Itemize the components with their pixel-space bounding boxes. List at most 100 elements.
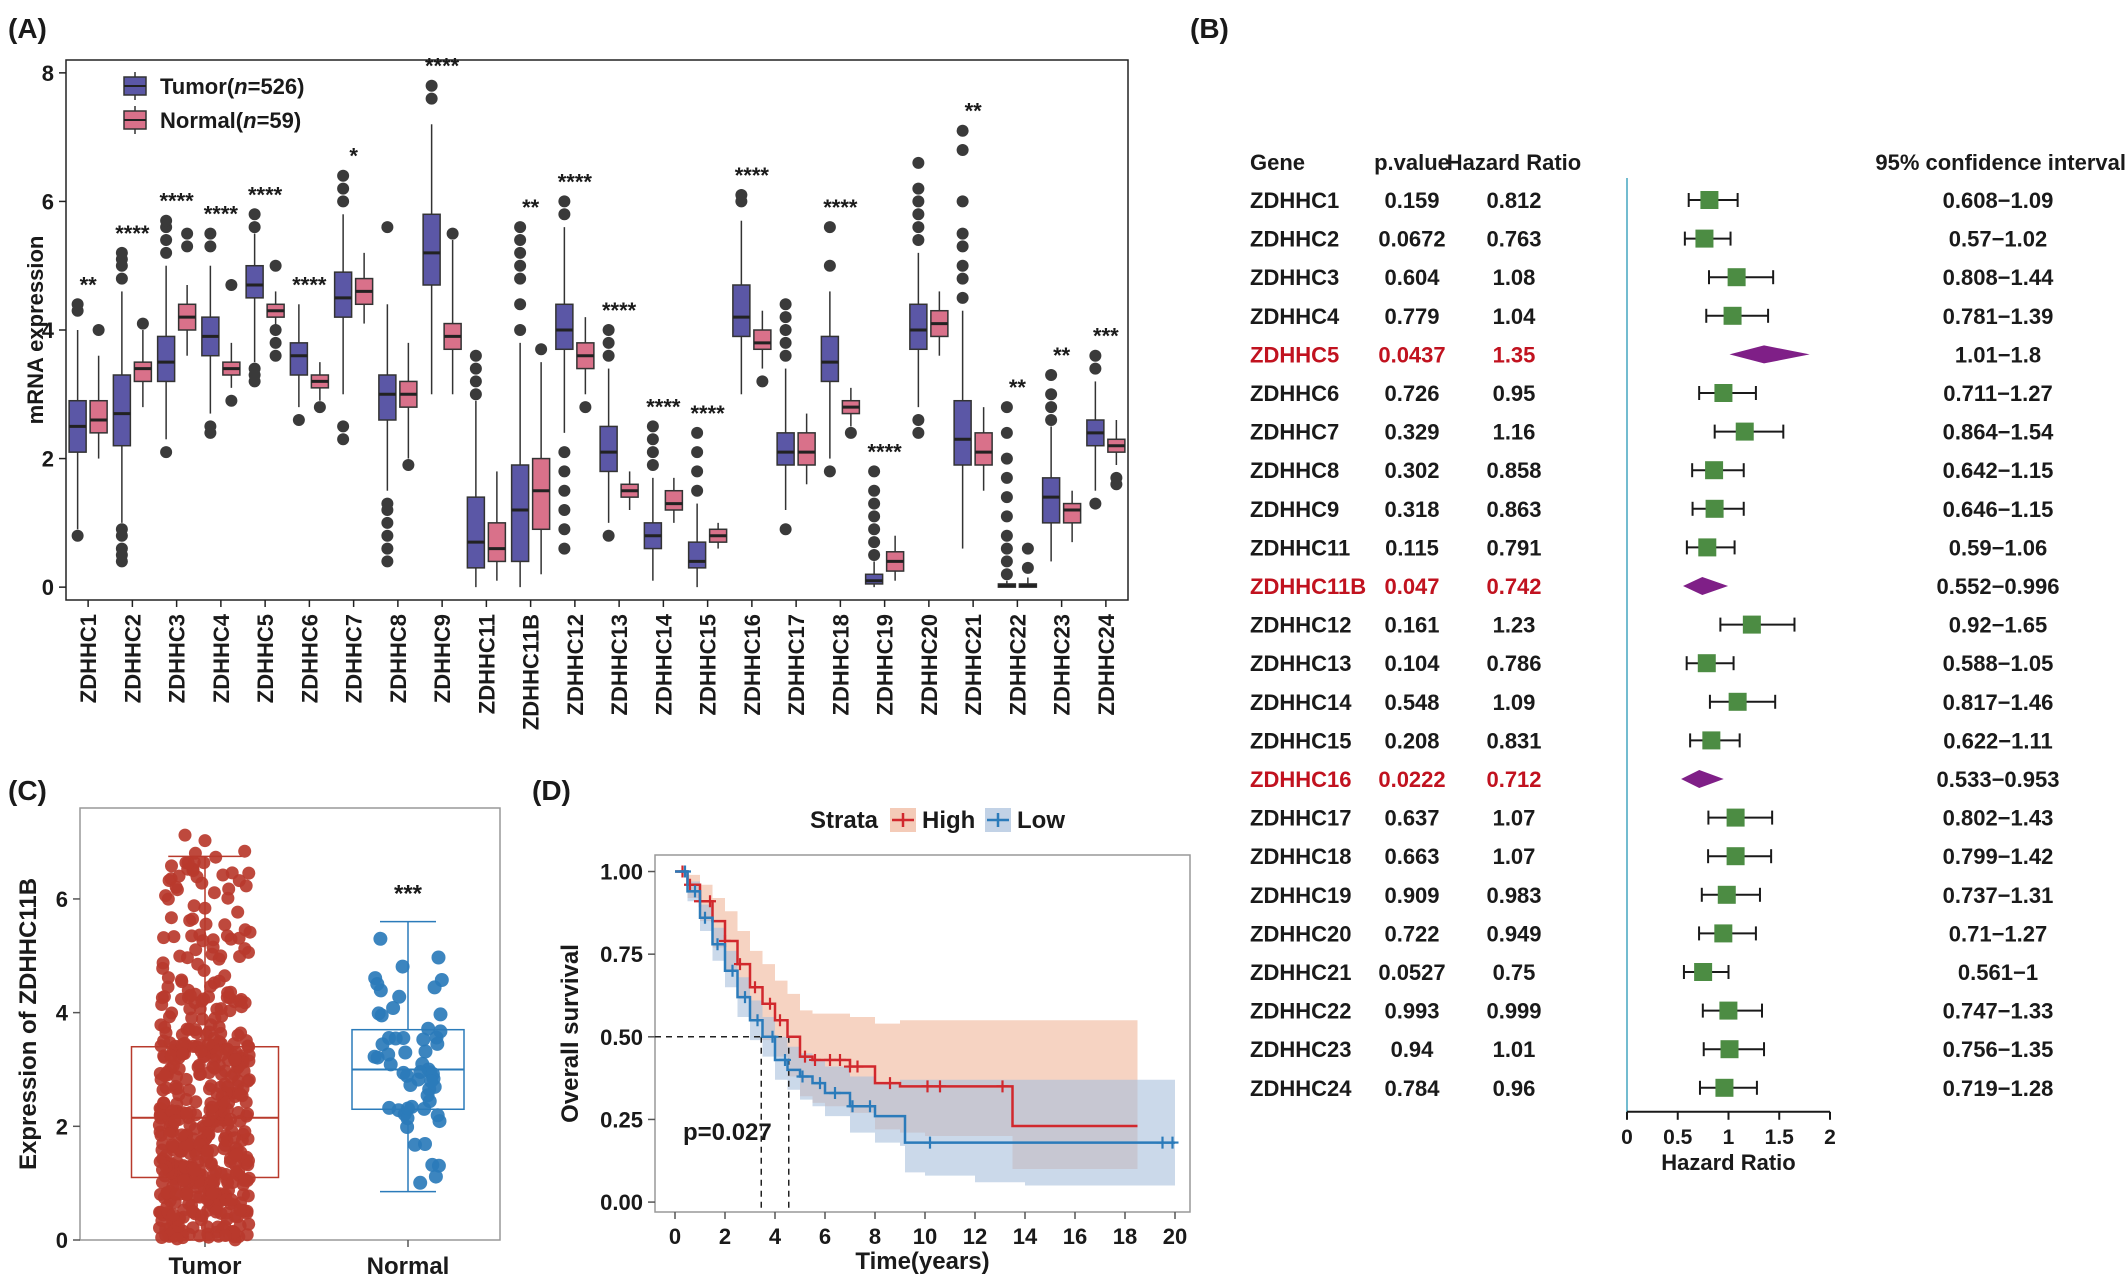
data-point xyxy=(192,1058,206,1072)
significance-label: *** xyxy=(394,881,423,908)
data-point xyxy=(373,983,388,998)
legend-paren-open: ( xyxy=(227,74,235,99)
data-point xyxy=(175,973,188,987)
data-point xyxy=(172,1088,186,1102)
forest-row-zdhhc2: ZDHHC2 0.0672 0.763 0.57−1.02 xyxy=(1250,227,2047,252)
y-tick-label: 2 xyxy=(42,447,54,472)
outlier-tumor xyxy=(956,259,969,272)
box-zdhhc11b-normal xyxy=(531,457,551,531)
box-zdhhc5-tumor xyxy=(245,264,264,299)
hr-point xyxy=(1714,384,1733,402)
data-point xyxy=(215,1009,229,1023)
pvalue-label: 0.548 xyxy=(1384,690,1439,715)
hr-point xyxy=(1700,191,1719,209)
x-label-zdhhc5: ZDHHC5 xyxy=(253,614,278,703)
y-tick-label: 6 xyxy=(42,189,54,214)
data-point xyxy=(166,1208,180,1222)
pvalue-label: 0.208 xyxy=(1384,728,1439,753)
y-tick-label: 0.50 xyxy=(600,1025,643,1050)
x-tick-label: 12 xyxy=(963,1224,987,1249)
outlier-tumor xyxy=(956,240,969,253)
gene-label: ZDHHC24 xyxy=(1250,1076,1352,1101)
outlier-tumor xyxy=(514,246,527,259)
censor-mark-high xyxy=(734,958,746,971)
outlier-tumor xyxy=(868,549,881,561)
data-point xyxy=(195,1209,209,1223)
hr-label: 0.742 xyxy=(1486,574,1541,599)
hr-point xyxy=(1726,808,1745,827)
ci-label: 0.646−1.15 xyxy=(1943,497,2054,522)
outlier-tumor xyxy=(1089,362,1102,375)
data-point xyxy=(218,969,232,983)
censor-mark-low xyxy=(726,964,739,977)
outlier-normal xyxy=(225,279,238,291)
outlier-tumor xyxy=(381,221,394,234)
hr-point xyxy=(1719,1001,1738,1020)
outlier-tumor xyxy=(735,189,748,201)
hr-label: 0.791 xyxy=(1486,535,1541,560)
data-point xyxy=(227,1037,241,1051)
outlier-tumor xyxy=(691,465,704,478)
data-point xyxy=(170,1232,184,1246)
gene-label: ZDHHC4 xyxy=(1250,304,1340,329)
gene-label: ZDHHC19 xyxy=(1250,883,1351,908)
outlier-tumor xyxy=(868,484,881,497)
data-point xyxy=(155,1231,169,1244)
outlier-tumor xyxy=(337,169,350,182)
panel-d-survival-plot: 0.00 0.25 0.50 0.75 1.00 0 2 4 6 8 10 12 14 16 18 20 Tim… xyxy=(557,807,1191,1275)
forest-row-zdhhc17: ZDHHC17 0.637 1.07 0.802−1.43 xyxy=(1250,806,2053,831)
panel-d-frame xyxy=(654,854,1191,1213)
outlier-normal xyxy=(1021,542,1034,555)
box-zdhhc23-tumor xyxy=(1041,477,1061,524)
data-point xyxy=(197,856,211,870)
outlier-tumor xyxy=(425,79,438,92)
outlier-tumor xyxy=(514,234,527,246)
data-point xyxy=(218,1229,232,1242)
outlier-tumor xyxy=(1000,555,1013,568)
legend-key-mark xyxy=(892,813,914,827)
forest-row-zdhhc23: ZDHHC23 0.94 1.01 0.756−1.35 xyxy=(1250,1037,2053,1062)
box-zdhhc11-normal xyxy=(487,522,507,563)
censor-mark-low xyxy=(689,885,701,898)
outlier-normal xyxy=(269,336,282,349)
hr-label: 1.07 xyxy=(1493,844,1536,869)
pvalue-label: 0.779 xyxy=(1384,304,1439,329)
hr-point xyxy=(1715,1078,1734,1097)
outlier-tumor xyxy=(1045,414,1058,426)
outlier-tumor xyxy=(248,362,261,375)
x-tick-label: 0 xyxy=(1621,1126,1633,1149)
y-tick-label: 2 xyxy=(56,1114,68,1139)
data-point xyxy=(181,856,195,870)
outlier-tumor xyxy=(1000,452,1013,465)
data-point xyxy=(211,1119,225,1133)
censor-mark-high xyxy=(799,1050,811,1063)
outlier-tumor xyxy=(115,246,128,259)
data-point xyxy=(238,942,252,956)
outlier-tumor xyxy=(115,542,128,555)
x-label-zdhhc24: ZDHHC24 xyxy=(1094,613,1119,715)
outlier-tumor xyxy=(602,336,615,349)
box-zdhhc11b-tumor xyxy=(510,464,530,563)
x-label-zdhhc16: ZDHHC16 xyxy=(740,614,765,715)
outlier-tumor xyxy=(337,182,350,195)
significance-label: **** xyxy=(160,189,195,214)
hr-label: 1.04 xyxy=(1493,304,1537,329)
data-point xyxy=(239,879,253,893)
x-label-zdhhc9: ZDHHC9 xyxy=(430,614,455,703)
legend-n-value: =526 xyxy=(248,74,298,99)
censor-mark-high xyxy=(921,1080,934,1093)
censor-mark-low xyxy=(679,865,691,878)
hr-diamond xyxy=(1683,577,1729,595)
gene-label: ZDHHC15 xyxy=(1250,728,1351,753)
censor-mark-high xyxy=(774,1014,786,1027)
data-point xyxy=(418,1044,433,1059)
significance-label: **** xyxy=(735,163,770,188)
legend-n: n xyxy=(243,108,256,133)
data-point xyxy=(373,931,388,946)
outlier-tumor xyxy=(1089,349,1102,362)
outlier-tumor xyxy=(691,426,704,439)
data-point xyxy=(185,1011,199,1025)
hr-point xyxy=(1728,692,1747,711)
ci-label: 0.808−1.44 xyxy=(1943,265,2054,290)
